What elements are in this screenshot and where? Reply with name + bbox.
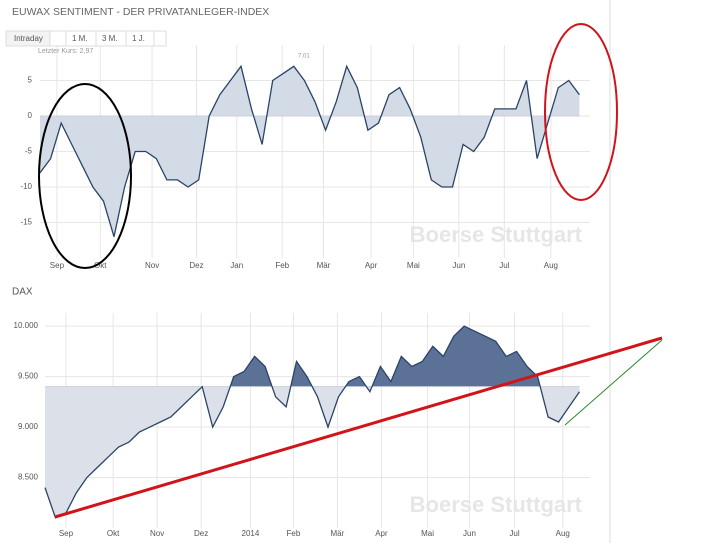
x-tick-label: Mär — [331, 529, 345, 538]
annotation-ellipse — [544, 23, 618, 201]
last-price: Letzter Kurs: 2,97 — [38, 48, 93, 55]
x-tick-label: 2014 — [242, 529, 260, 538]
annotation-trendline — [54, 336, 663, 519]
x-tick-label: Apr — [365, 261, 378, 270]
tab-label[interactable]: 1 J. — [132, 34, 145, 43]
watermark: Boerse Stuttgart — [410, 492, 583, 517]
x-tick-label: Dez — [189, 261, 203, 270]
x-tick-label: Nov — [150, 529, 164, 538]
x-tick-label: Apr — [375, 529, 388, 538]
tab-label[interactable]: Intraday — [14, 34, 43, 43]
y-tick-label: 9.500 — [18, 372, 39, 381]
x-tick-label: Mär — [317, 261, 331, 270]
x-tick-label: Feb — [275, 261, 289, 270]
x-tick-label: Jan — [230, 261, 243, 270]
x-tick-label: Jun — [452, 261, 465, 270]
annotation-trendline — [564, 339, 663, 426]
title: EUWAX SENTIMENT - DER PRIVATANLEGER-INDE… — [12, 6, 269, 18]
chart-title: DAX — [12, 287, 33, 298]
x-tick-label: Feb — [286, 529, 300, 538]
area-below — [40, 116, 580, 237]
area-above — [45, 326, 580, 387]
x-tick-label: Mai — [407, 261, 420, 270]
tab[interactable] — [125, 30, 155, 47]
y-tick-label: 5 — [28, 76, 33, 85]
tab-label[interactable]: 3 M. — [102, 34, 118, 43]
x-tick-label: Okt — [94, 261, 107, 270]
x-tick-label: Mai — [421, 529, 434, 538]
y-tick-label: 8.500 — [18, 473, 39, 482]
tabs: Intraday 1 M. 3 M. 1 J. — [5, 30, 167, 47]
y-tick-label: 10.000 — [14, 321, 39, 330]
x-tick-label: Jul — [499, 261, 509, 270]
y-tick-label: 9.000 — [18, 422, 39, 431]
x-tick-label: Jul — [509, 529, 519, 538]
annotation-ellipse — [38, 83, 132, 269]
y-tick-label: -15 — [20, 218, 32, 227]
y-tick-label: -10 — [20, 182, 32, 191]
x-tick-label: Sep — [59, 529, 74, 538]
y-tick-label: 0 — [28, 111, 33, 120]
x-tick-label: Jun — [463, 529, 476, 538]
x-tick-label: Aug — [544, 261, 558, 270]
x-tick-label: Sep — [50, 261, 65, 270]
x-tick-label: Aug — [556, 529, 570, 538]
tab[interactable] — [5, 30, 51, 47]
watermark: Boerse Stuttgart — [410, 222, 583, 247]
area-below — [45, 386, 580, 518]
line — [44, 325, 581, 519]
x-tick-label: Nov — [145, 261, 159, 270]
x-tick-label: Okt — [107, 529, 120, 538]
tab-label[interactable]: 1 M. — [72, 34, 88, 43]
area-above — [40, 66, 580, 116]
y-tick-label: -5 — [25, 147, 33, 156]
peak-label: 7,01 — [298, 54, 310, 60]
x-tick-label: Dez — [194, 529, 208, 538]
